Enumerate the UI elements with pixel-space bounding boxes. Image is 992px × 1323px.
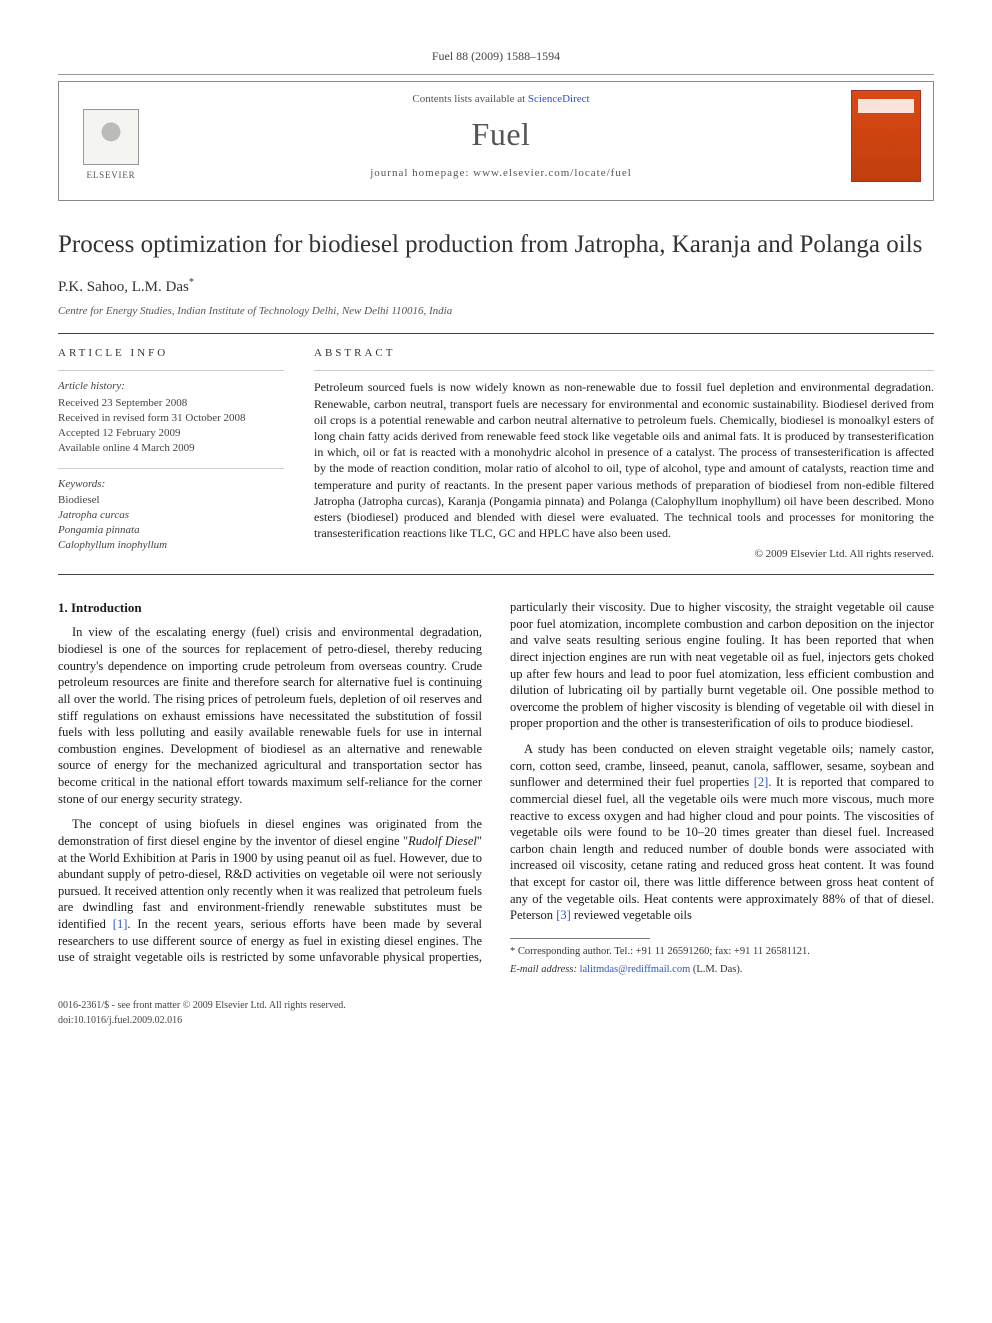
contents-available-line: Contents lists available at ScienceDirec… xyxy=(151,92,851,107)
header-rule xyxy=(58,74,934,75)
publisher-logo: ELSEVIER xyxy=(71,91,151,181)
homepage-label: journal homepage: xyxy=(370,167,473,179)
affiliation: Centre for Energy Studies, Indian Instit… xyxy=(58,304,934,319)
email-footnote: E-mail address: lalitmdas@rediffmail.com… xyxy=(510,963,934,977)
body-paragraph: A study has been conducted on eleven str… xyxy=(510,741,934,924)
reference-link[interactable]: [1] xyxy=(113,917,128,931)
reference-link[interactable]: [2] xyxy=(754,775,769,789)
publication-footer: 0016-2361/$ - see front matter © 2009 El… xyxy=(58,999,934,1028)
running-citation: Fuel 88 (2009) 1588–1594 xyxy=(58,48,934,64)
info-rule xyxy=(58,370,284,371)
history-accepted: Accepted 12 February 2009 xyxy=(58,426,284,441)
authors-text: P.K. Sahoo, L.M. Das xyxy=(58,279,189,295)
body-two-column: 1. Introduction In view of the escalatin… xyxy=(58,599,934,977)
keyword-item: Biodiesel xyxy=(58,493,284,508)
cover-title: FUEL xyxy=(858,99,914,112)
section-1-head: 1. Introduction xyxy=(58,599,482,616)
history-label: Article history: xyxy=(58,379,284,394)
article-info-column: ARTICLE INFO Article history: Received 2… xyxy=(58,334,298,575)
abstract-column: ABSTRACT Petroleum sourced fuels is now … xyxy=(298,334,934,575)
publisher-logo-caption: ELSEVIER xyxy=(87,169,136,181)
article-history-block: Article history: Received 23 September 2… xyxy=(58,379,284,455)
keywords-block: Keywords: Biodiesel Jatropha curcas Pong… xyxy=(58,477,284,553)
abstract-copyright: © 2009 Elsevier Ltd. All rights reserved… xyxy=(314,547,934,562)
contents-prefix: Contents lists available at xyxy=(412,93,527,105)
journal-homepage-line: journal homepage: www.elsevier.com/locat… xyxy=(151,166,851,181)
sciencedirect-link[interactable]: ScienceDirect xyxy=(528,93,590,105)
article-title: Process optimization for biodiesel produ… xyxy=(58,229,934,260)
reference-link[interactable]: [3] xyxy=(556,908,571,922)
corresponding-footnote: * Corresponding author. Tel.: +91 11 265… xyxy=(510,945,934,959)
history-revised: Received in revised form 31 October 2008 xyxy=(58,411,284,426)
body-paragraph: In view of the escalating energy (fuel) … xyxy=(58,624,482,807)
abstract-rule xyxy=(314,370,934,371)
homepage-url[interactable]: www.elsevier.com/locate/fuel xyxy=(473,167,632,179)
email-author: (L.M. Das). xyxy=(690,964,742,975)
email-link[interactable]: lalitmdas@rediffmail.com xyxy=(580,964,691,975)
author-list: P.K. Sahoo, L.M. Das* xyxy=(58,276,934,297)
footnote-separator xyxy=(510,938,650,939)
journal-cover-thumb: FUEL xyxy=(851,90,921,182)
journal-name: Fuel xyxy=(151,113,851,156)
journal-header-inner: ELSEVIER Contents lists available at Sci… xyxy=(71,90,921,182)
history-online: Available online 4 March 2009 xyxy=(58,441,284,456)
article-info-head: ARTICLE INFO xyxy=(58,346,284,361)
elsevier-tree-icon xyxy=(83,109,139,165)
keyword-item: Jatropha curcas xyxy=(58,508,284,523)
abstract-text: Petroleum sourced fuels is now widely kn… xyxy=(314,379,934,541)
page-container: Fuel 88 (2009) 1588–1594 ELSEVIER Conten… xyxy=(0,0,992,1068)
email-label: E-mail address: xyxy=(510,964,577,975)
keyword-item: Pongamia pinnata xyxy=(58,523,284,538)
keyword-item: Calophyllum inophyllum xyxy=(58,538,284,553)
journal-center: Contents lists available at ScienceDirec… xyxy=(151,92,851,181)
info-abstract-row: ARTICLE INFO Article history: Received 2… xyxy=(58,333,934,576)
corresponding-mark: * xyxy=(189,277,194,288)
abstract-head: ABSTRACT xyxy=(314,346,934,361)
front-matter-line: 0016-2361/$ - see front matter © 2009 El… xyxy=(58,999,934,1013)
keywords-label: Keywords: xyxy=(58,477,284,492)
history-received: Received 23 September 2008 xyxy=(58,396,284,411)
info-rule-2 xyxy=(58,468,284,469)
rudolf-diesel: Rudolf Diesel xyxy=(408,834,477,848)
doi-line: doi:10.1016/j.fuel.2009.02.016 xyxy=(58,1014,934,1028)
journal-header-box: ELSEVIER Contents lists available at Sci… xyxy=(58,81,934,201)
